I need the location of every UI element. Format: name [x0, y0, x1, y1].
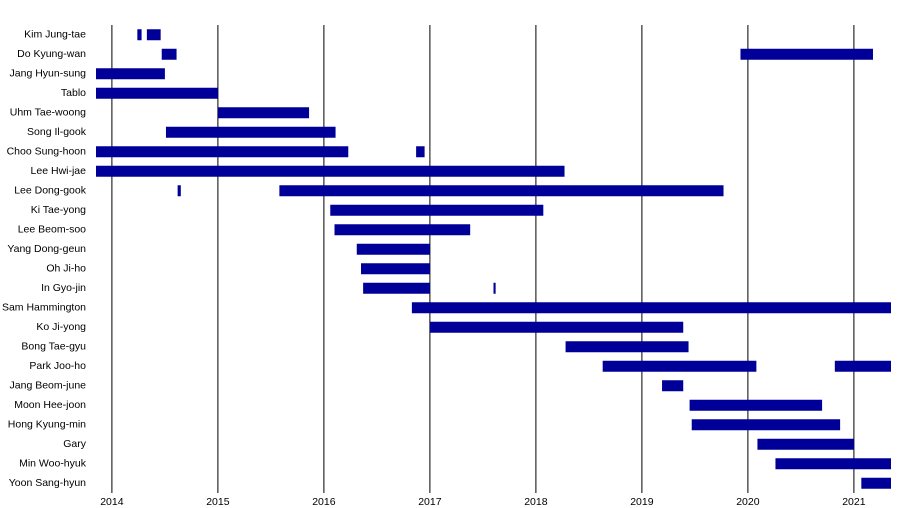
bar [177, 185, 181, 197]
bar [740, 48, 873, 60]
task-label: Sam Hammington [2, 302, 86, 314]
bar [775, 458, 891, 470]
bar [279, 185, 724, 197]
bar [565, 341, 689, 353]
bar [834, 360, 891, 372]
x-tick-label: 2015 [206, 496, 230, 508]
bar [411, 302, 891, 314]
x-tick-label: 2016 [312, 496, 336, 508]
task-label: Jang Hyun-sung [10, 68, 87, 80]
task-label: Moon Hee-joon [14, 399, 86, 411]
task-label: Jang Beom-june [10, 380, 87, 392]
bar [146, 29, 161, 41]
bar [356, 243, 430, 255]
bar [165, 126, 336, 138]
bar [330, 204, 544, 216]
bar [96, 68, 165, 80]
bar [217, 107, 310, 119]
task-label: Park Joo-ho [29, 360, 86, 372]
task-label: Oh Ji-ho [46, 263, 86, 275]
task-label: Hong Kyung-min [8, 419, 86, 431]
bar [334, 224, 471, 236]
task-label: Bong Tae-gyu [21, 341, 86, 353]
bar [689, 399, 823, 411]
bar [757, 438, 854, 450]
task-label: Uhm Tae-woong [10, 107, 86, 119]
task-label: Lee Hwi-jae [31, 165, 87, 177]
task-label: In Gyo-jin [41, 282, 86, 294]
bar [662, 380, 684, 392]
task-label: Gary [63, 438, 87, 450]
bar [691, 419, 841, 431]
bar [96, 87, 218, 99]
bar [161, 48, 177, 60]
bar [861, 477, 891, 489]
task-label: Kim Jung-tae [24, 29, 86, 41]
task-label: Ko Ji-yong [36, 321, 86, 333]
bar [361, 263, 430, 275]
task-label: Do Kyung-wan [17, 48, 86, 60]
bar [137, 29, 142, 41]
x-tick-label: 2021 [842, 496, 866, 508]
x-tick-label: 2019 [630, 496, 654, 508]
bar [429, 321, 684, 333]
x-tick-label: 2020 [736, 496, 760, 508]
task-label: Yoon Sang-hyun [9, 477, 86, 489]
bar [96, 146, 349, 158]
task-label: Yang Dong-geun [7, 243, 86, 255]
x-tick-label: 2018 [524, 496, 548, 508]
x-tick-label: 2014 [100, 496, 124, 508]
task-label: Song Il-gook [27, 126, 87, 138]
task-label: Ki Tae-yong [31, 204, 86, 216]
x-tick-label: 2017 [418, 496, 442, 508]
bar [493, 282, 496, 294]
task-label: Tablo [61, 87, 86, 99]
bar [416, 146, 425, 158]
task-label: Lee Beom-soo [18, 224, 86, 236]
bar [363, 282, 430, 294]
task-label: Min Woo-hyuk [19, 458, 87, 470]
bar [602, 360, 757, 372]
bar [96, 165, 565, 177]
task-label: Lee Dong-gook [14, 185, 87, 197]
task-label: Choo Sung-hoon [7, 146, 87, 158]
